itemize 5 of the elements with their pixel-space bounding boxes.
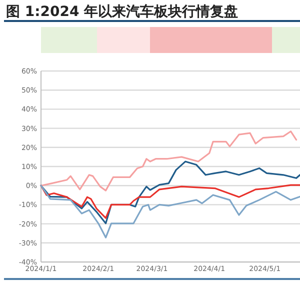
chart-title: 图 1:2024 年以来汽车板块行情复盘 xyxy=(6,3,238,20)
line-series xyxy=(40,184,300,219)
line-series xyxy=(40,160,300,224)
line-series xyxy=(40,130,298,192)
line-series xyxy=(40,184,300,238)
